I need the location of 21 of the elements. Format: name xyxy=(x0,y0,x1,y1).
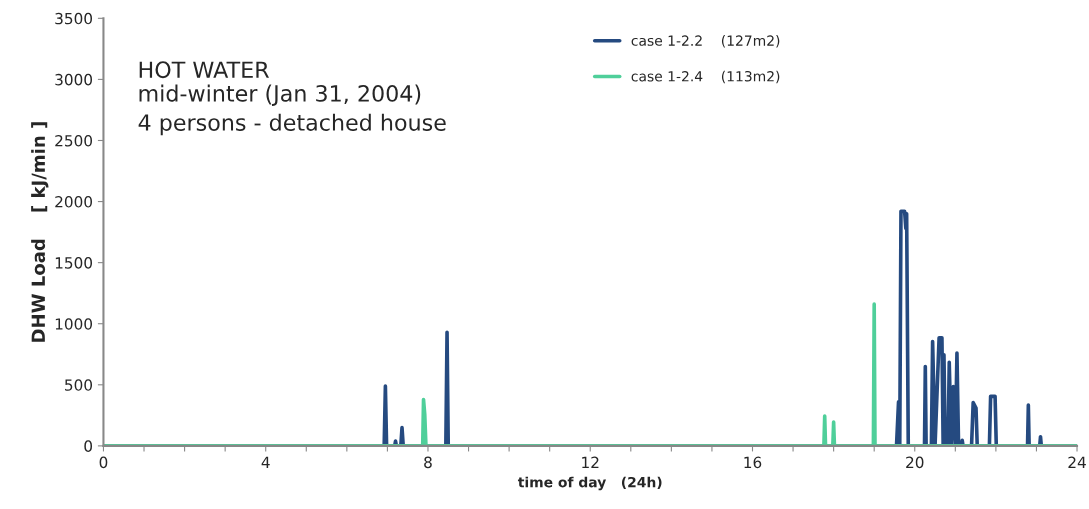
y-tick-label: 0 xyxy=(84,440,93,452)
y-axis-title: DHW Load [ kJ/min ] xyxy=(31,122,49,342)
y-tick-label: 2000 xyxy=(55,196,93,208)
x-tick-label: 0 xyxy=(99,456,108,469)
y-tick-label: 1000 xyxy=(55,318,93,330)
x-axis-title: time of day (24h) xyxy=(517,476,662,491)
x-tick-label: 24 xyxy=(1068,456,1086,468)
x-tick-label: 8 xyxy=(424,456,432,469)
y-tick-label: 3500 xyxy=(55,12,93,25)
legend-label: case 1-2.2 (127m2) xyxy=(631,35,780,48)
text: HOT WATER xyxy=(139,61,270,79)
y-tick-label: 3000 xyxy=(55,73,93,86)
x-tick-label: 12 xyxy=(582,456,599,468)
y-tick-label: 2500 xyxy=(55,134,93,147)
legend-label: case 1-2.4 (113m2) xyxy=(631,70,780,84)
y-tick-label: 1500 xyxy=(55,257,93,269)
x-tick-label: 20 xyxy=(906,456,924,469)
y-tick-label: 500 xyxy=(65,379,93,391)
text: mid-winter (Jan 31, 2004) 4 persons - detached house xyxy=(138,84,446,136)
x-tick-label: 4 xyxy=(261,456,270,468)
x-tick-label: 16 xyxy=(744,456,762,469)
